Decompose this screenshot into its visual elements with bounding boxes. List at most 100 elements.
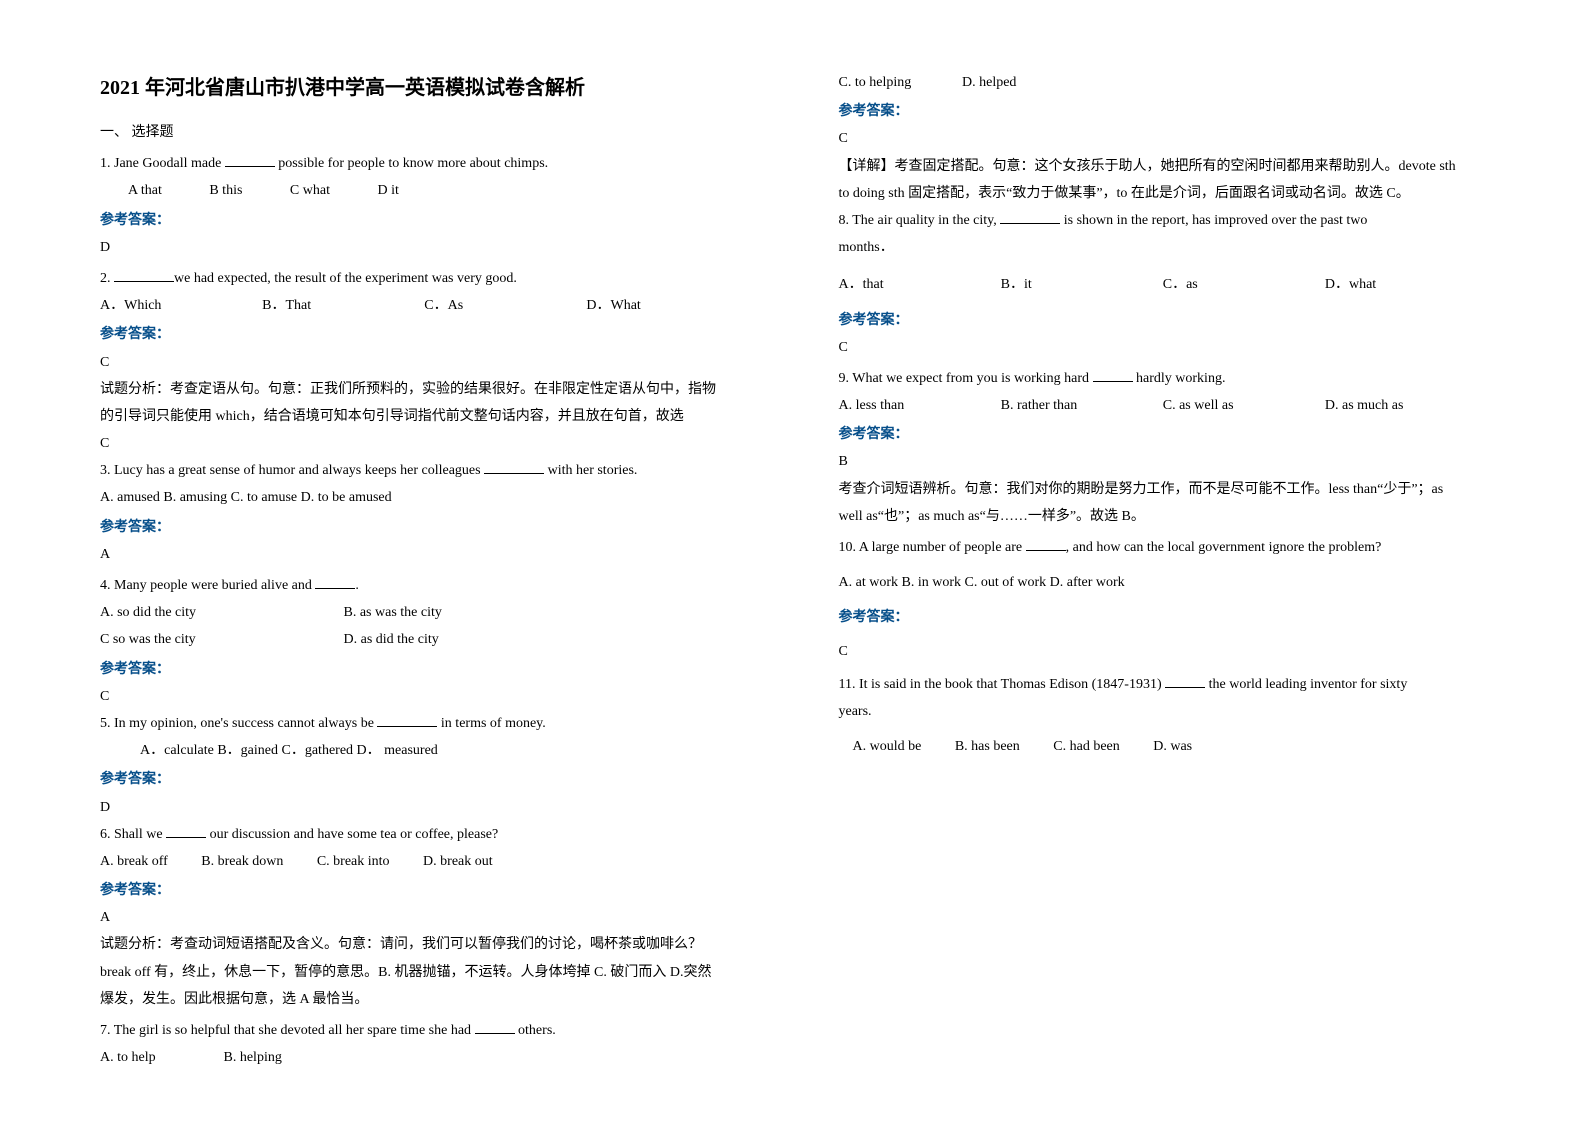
q7-options-row2: C. to helping D. helped [839,70,1488,95]
q11-options: A. would be B. has been C. had been D. w… [839,734,1488,759]
blank [114,268,174,282]
q9-answer: B [839,449,1488,474]
q10-stem-pre: 10. A large number of people are [839,540,1026,555]
q6-stem-pre: 6. Shall we [100,827,166,842]
q6-opt-a: A. break off [100,849,168,874]
q6-analysis-2: break off 有，终止，休息一下，暂停的意思。B. 机器抛锚，不运转。人身… [100,960,749,985]
blank [1165,674,1205,688]
q2-stem-post: we had expected, the result of the exper… [174,271,517,286]
q4-opt-b: B. as was the city [344,600,442,625]
q4-opt-a: A. so did the city [100,600,310,625]
q4-opt-d: D. as did the city [344,627,439,652]
exam-title: 2021 年河北省唐山市扒港中学高一英语模拟试卷含解析 [100,70,749,106]
q4-answer: C [100,684,749,709]
q7-opt-a: A. to help [100,1045,190,1070]
q6-options: A. break off B. break down C. break into… [100,849,749,874]
blank [484,460,544,474]
q8-opt-c: C．as [1163,272,1325,297]
q8-opt-d: D．what [1325,272,1487,297]
blank [475,1020,515,1034]
q11-stem-2: years. [839,699,1488,724]
question-2: 2. we had expected, the result of the ex… [100,266,749,291]
q11-opt-b: B. has been [955,734,1020,759]
q5-answer: D [100,795,749,820]
q6-opt-d: D. break out [423,849,493,874]
question-4: 4. Many people were buried alive and . [100,573,749,598]
blank [1026,537,1066,551]
q10-answer: C [839,639,1488,664]
blank [1000,210,1060,224]
answer-label: 参考答案： [839,422,1488,447]
answer-label: 参考答案： [839,99,1488,124]
q4-options-row2: C so was the city D. as did the city [100,627,749,652]
q10-options: A. at work B. in work C. out of work D. … [839,570,1488,595]
q7-opt-c: C. to helping [839,70,929,95]
q4-opt-c: C so was the city [100,627,310,652]
q6-opt-c: C. break into [317,849,390,874]
q8-stem-2: months． [839,235,1488,260]
q1-opt-c: C what [276,178,330,203]
q9-opt-c: C. as well as [1163,393,1325,418]
q2-analysis-2: 的引导词只能使用 which，结合语境可知本句引导词指代前文整句话内容，并且放在… [100,404,749,429]
q7-opt-d: D. helped [962,70,1016,95]
q2-stem-pre: 2. [100,271,114,286]
q9-stem-pre: 9. What we expect from you is working ha… [839,371,1093,386]
q6-opt-b: B. break down [201,849,283,874]
question-9: 9. What we expect from you is working ha… [839,366,1488,391]
q1-opt-d: D it [363,178,398,203]
q7-stem-pre: 7. The girl is so helpful that she devot… [100,1023,475,1038]
q9-analysis-1: 考查介词短语辨析。句意：我们对你的期盼是努力工作，而不是尽可能不工作。less … [839,477,1488,502]
q2-opt-c: C．As [424,293,586,318]
q11-opt-c: C. had been [1053,734,1119,759]
q2-analysis-3: C [100,431,749,456]
blank [377,713,437,727]
q8-stem-post: is shown in the report, has improved ove… [1060,213,1367,228]
q8-answer: C [839,335,1488,360]
blank [315,575,355,589]
q6-analysis-1: 试题分析：考查动词短语搭配及含义。句意：请问，我们可以暂停我们的讨论，喝杯茶或咖… [100,932,749,957]
q11-opt-a: A. would be [853,734,922,759]
question-8: 8. The air quality in the city, is shown… [839,208,1488,233]
q9-opt-d: D. as much as [1325,393,1487,418]
answer-label: 参考答案： [100,322,749,347]
exam-page: 2021 年河北省唐山市扒港中学高一英语模拟试卷含解析 一、 选择题 1. Ja… [100,70,1487,1082]
q2-answer: C [100,350,749,375]
q3-answer: A [100,542,749,567]
q7-stem-post: others. [515,1023,556,1038]
q7-opt-b: B. helping [224,1045,282,1070]
q5-stem-pre: 5. In my opinion, one's success cannot a… [100,716,377,731]
q2-options: A．Which B．That C．As D．What [100,293,749,318]
q4-options-row1: A. so did the city B. as was the city [100,600,749,625]
q1-answer: D [100,235,749,260]
answer-label: 参考答案： [100,878,749,903]
question-1: 1. Jane Goodall made possible for people… [100,151,749,176]
q8-opt-a: A．that [839,272,1001,297]
q11-opt-d: D. was [1153,734,1192,759]
answer-label: 参考答案： [100,767,749,792]
question-5: 5. In my opinion, one's success cannot a… [100,711,749,736]
question-11: 11. It is said in the book that Thomas E… [839,672,1488,697]
q7-analysis-1: 【详解】考查固定搭配。句意：这个女孩乐于助人，她把所有的空闲时间都用来帮助别人。… [839,154,1488,179]
q1-opt-b: B this [195,178,242,203]
q7-options-row1: A. to help B. helping [100,1045,749,1070]
q8-options: A．that B．it C．as D．what [839,272,1488,297]
q9-options: A. less than B. rather than C. as well a… [839,393,1488,418]
q6-stem-post: our discussion and have some tea or coff… [206,827,498,842]
q11-stem-pre: 11. It is said in the book that Thomas E… [839,677,1166,692]
question-7: 7. The girl is so helpful that she devot… [100,1018,749,1043]
answer-label: 参考答案： [839,605,1488,630]
blank [166,824,206,838]
q9-analysis-2: well as“也”；as much as“与……一样多”。故选 B。 [839,504,1488,529]
answer-label: 参考答案： [100,208,749,233]
q1-opt-a: A that [114,178,162,203]
question-6: 6. Shall we our discussion and have some… [100,822,749,847]
answer-label: 参考答案： [100,515,749,540]
q10-stem-post: , and how can the local government ignor… [1066,540,1382,555]
q2-opt-b: B．That [262,293,424,318]
q8-stem-pre: 8. The air quality in the city, [839,213,1001,228]
answer-label: 参考答案： [100,657,749,682]
q3-stem-post: with her stories. [544,463,637,478]
question-3: 3. Lucy has a great sense of humor and a… [100,458,749,483]
blank [225,153,275,167]
blank [1093,368,1133,382]
